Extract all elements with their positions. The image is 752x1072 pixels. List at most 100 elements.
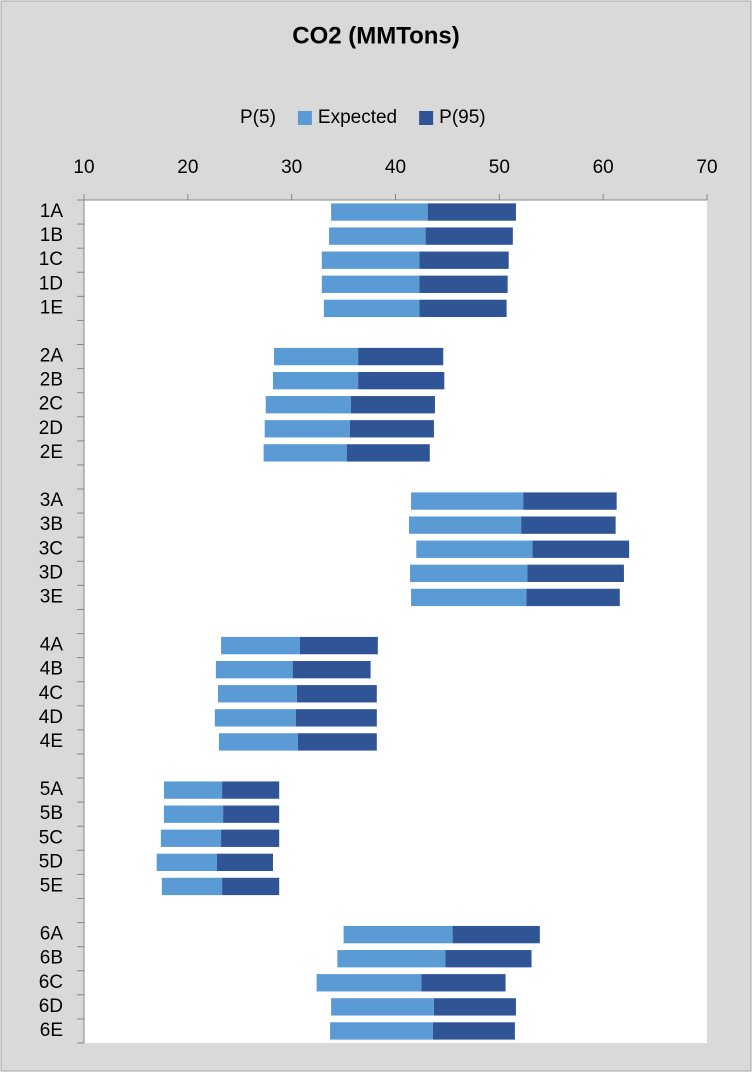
bar-segment (421, 974, 506, 992)
y-tick-label: 2B (40, 370, 63, 391)
bar-segment (419, 299, 507, 318)
x-tick-label: 70 (696, 157, 717, 178)
y-tick-label: 1E (40, 297, 63, 318)
bar-segment (445, 950, 532, 968)
bar-segment (527, 564, 624, 582)
bar-segment (296, 685, 377, 703)
bar-segment (214, 709, 296, 727)
bar-segment (163, 781, 223, 799)
bar-segment (526, 588, 620, 607)
bar-segment (297, 733, 377, 751)
y-tick-label: 5C (39, 827, 63, 848)
legend-label: Expected (318, 107, 397, 128)
y-tick-label: 2D (39, 418, 63, 439)
bar-segment (323, 299, 420, 318)
y-tick-label: 2A (40, 346, 64, 367)
bar-segment (331, 998, 434, 1016)
bar-segment (358, 371, 445, 390)
bar-segment (160, 829, 222, 847)
bar-segment (343, 925, 453, 944)
y-tick-label: 2C (39, 394, 63, 415)
bar-segment (216, 853, 273, 872)
bar-segment (163, 805, 224, 823)
y-tick-label: 1A (40, 201, 64, 222)
legend-label: P(5) (240, 107, 276, 128)
bar-segment (217, 685, 297, 703)
bar-segment (223, 805, 280, 823)
bar-segment (161, 877, 223, 896)
bar-segment (329, 227, 426, 245)
bar-segment (358, 347, 444, 366)
y-tick-label: 6B (40, 948, 63, 969)
y-tick-label: 6D (39, 996, 63, 1017)
bar-segment (299, 636, 378, 655)
y-tick-label: 3A (40, 490, 64, 511)
legend-label: P(95) (439, 107, 485, 128)
bar-segment (532, 540, 630, 558)
bar-segment (331, 203, 428, 221)
bar-segment (330, 1022, 433, 1040)
y-tick-label: 4A (40, 635, 64, 656)
x-tick-label: 50 (489, 157, 510, 178)
bar-segment (411, 492, 524, 510)
bar-segment (337, 950, 446, 968)
plot-area (84, 200, 707, 1043)
bar-segment (350, 396, 435, 414)
bar-segment (452, 925, 540, 944)
bar-segment (410, 564, 528, 582)
bar-segment (215, 661, 293, 679)
bar-segment (432, 1022, 515, 1040)
bar-segment (321, 275, 420, 293)
bar-segment (264, 420, 350, 438)
bar-segment (265, 396, 351, 414)
bar-segment (156, 853, 217, 872)
bar-segment (411, 588, 527, 607)
bar-segment (218, 733, 298, 751)
bar-segment (419, 251, 509, 269)
y-tick-label: 6A (40, 924, 64, 945)
legend-swatch (419, 111, 434, 125)
bar-segment (274, 347, 359, 366)
bar-segment (221, 829, 280, 847)
bar-segment (425, 227, 513, 245)
bar-segment (263, 444, 347, 462)
bar-segment (416, 540, 533, 558)
y-tick-label: 5D (39, 851, 63, 872)
bar-segment (433, 998, 516, 1016)
bar-segment (419, 275, 508, 293)
bar-segment (521, 516, 616, 534)
y-tick-label: 5B (40, 803, 63, 824)
bar-segment (316, 974, 422, 992)
y-tick-label: 5A (40, 779, 64, 800)
x-tick-label: 40 (385, 157, 406, 178)
x-tick-label: 20 (177, 157, 198, 178)
y-tick-label: 4D (39, 707, 63, 728)
y-tick-label: 4B (40, 659, 63, 680)
x-tick-label: 60 (593, 157, 614, 178)
x-tick-label: 10 (73, 157, 94, 178)
x-tick-label: 30 (281, 157, 302, 178)
y-tick-label: 4E (40, 731, 63, 752)
bar-segment (321, 251, 420, 269)
y-tick-label: 1B (40, 225, 63, 246)
y-tick-label: 3C (39, 538, 63, 559)
y-tick-label: 6C (39, 972, 63, 993)
bar-segment (292, 661, 371, 679)
bar-segment (523, 492, 617, 510)
bar-segment (222, 877, 280, 896)
y-tick-label: 2E (40, 442, 63, 463)
bar-segment (295, 709, 377, 727)
bar-segment (221, 636, 300, 655)
bar-segment (427, 203, 516, 221)
bar-segment (346, 444, 430, 462)
bar-segment (272, 371, 359, 390)
bar-segment (408, 516, 522, 534)
legend-swatch (297, 111, 312, 125)
y-tick-label: 3D (39, 562, 63, 583)
bars (156, 203, 630, 1040)
y-tick-label: 6E (40, 1020, 63, 1041)
chart-title: CO2 (MMTons) (292, 22, 460, 49)
y-tick-label: 4C (39, 683, 63, 704)
